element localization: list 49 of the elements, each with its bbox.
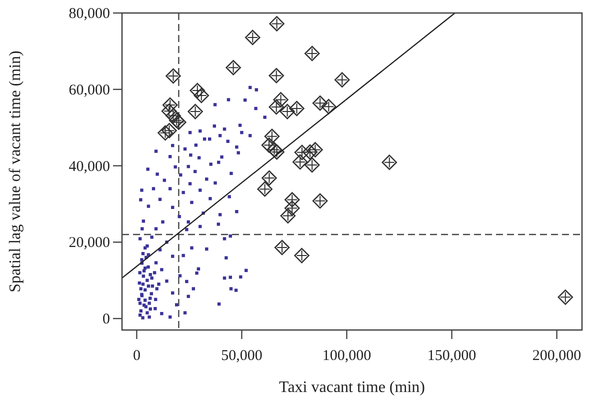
y-tick-label: 0 (102, 312, 110, 328)
point (245, 30, 260, 46)
point (308, 142, 323, 158)
point (294, 144, 310, 160)
point (261, 137, 277, 153)
point (162, 97, 178, 113)
point (312, 95, 328, 111)
point (262, 170, 277, 186)
point (194, 88, 210, 104)
point (321, 98, 336, 114)
point (289, 100, 304, 116)
y-tick-label: 20,000 (68, 235, 110, 252)
point (161, 104, 177, 119)
point (292, 154, 308, 170)
point (284, 192, 300, 208)
point (158, 125, 173, 141)
point (302, 144, 318, 160)
point (188, 104, 203, 120)
point (304, 46, 320, 62)
point (274, 240, 290, 256)
point (294, 248, 310, 264)
y-axis-title: Spatial lag value of vacant time (min) (7, 50, 24, 292)
point (226, 60, 241, 76)
y-tick-label: 40,000 (68, 158, 110, 175)
point (268, 68, 284, 84)
y-tick-label: 80,000 (68, 6, 110, 22)
x-tick-label: 150,000 (427, 348, 476, 364)
point (190, 82, 206, 98)
point (166, 68, 181, 84)
point (162, 122, 177, 138)
x-axis-title: Taxi vacant time (min) (279, 379, 425, 396)
point (264, 128, 280, 144)
point (312, 193, 328, 209)
point (280, 104, 295, 120)
x-tick-label: 0 (132, 348, 140, 364)
point (558, 290, 574, 305)
point (268, 99, 284, 115)
point (269, 16, 284, 32)
point (284, 200, 300, 216)
x-tick-label: 100,000 (322, 348, 372, 364)
point (334, 72, 350, 88)
x-tick-label: 50,000 (221, 348, 262, 364)
point (304, 157, 320, 173)
y-tick-label: 60,000 (68, 82, 110, 98)
point (280, 208, 296, 224)
point (382, 154, 398, 170)
point (257, 181, 272, 197)
point (273, 92, 288, 108)
x-tick-label: 200,000 (532, 348, 582, 364)
